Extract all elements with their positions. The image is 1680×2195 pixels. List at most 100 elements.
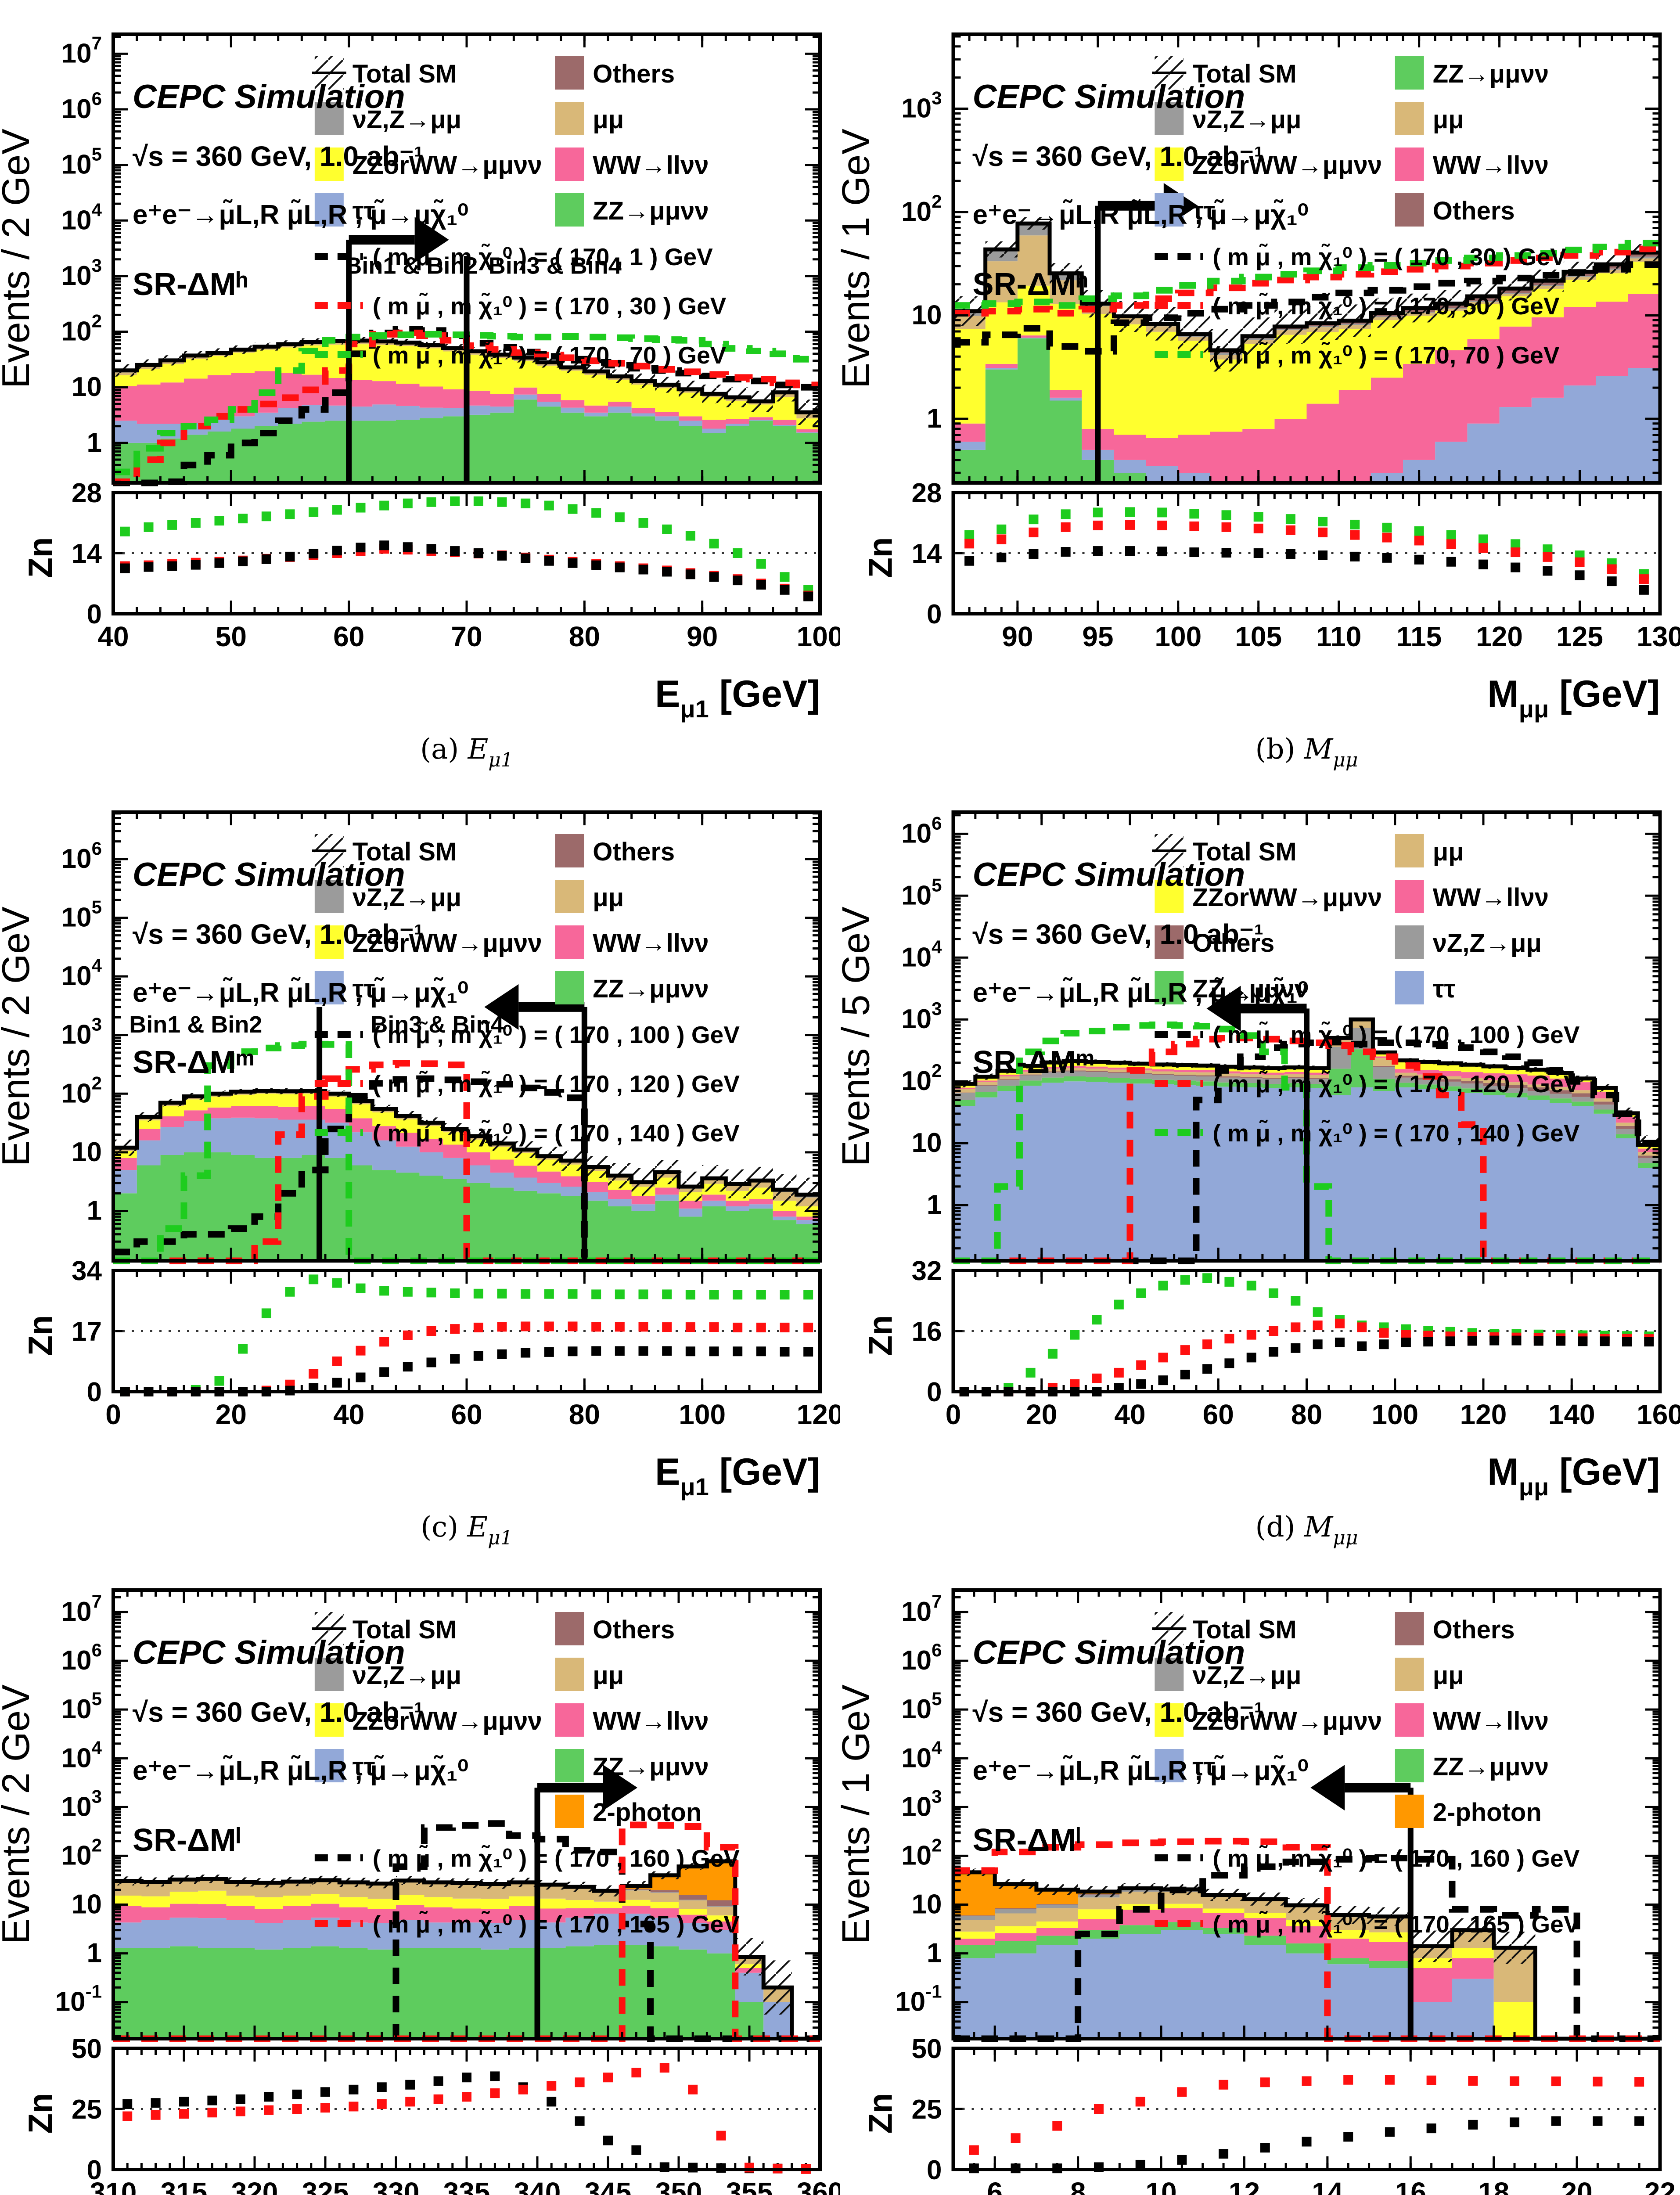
zn-marker-red: [426, 1326, 436, 1336]
zn-marker-red: [151, 2110, 161, 2120]
zn-marker-green: [379, 500, 389, 511]
zn-marker-green: [403, 498, 413, 508]
y-tick-label: 106: [901, 1640, 942, 1676]
signal-line-red: [113, 1060, 820, 1264]
zn-marker-red: [756, 1322, 766, 1332]
x-tick-label: 130: [1637, 621, 1680, 652]
zn-marker-green: [167, 520, 177, 530]
header-energy-lumi: √s = 360 GeV, 1.0 ab⁻¹: [133, 140, 424, 172]
legend-label-nuzz: νZ,Z→μμ: [1192, 105, 1301, 134]
x-title-main: E: [655, 1451, 680, 1493]
zn-marker-green: [1093, 507, 1103, 518]
zn-marker-green: [803, 1290, 813, 1300]
legend: Total SM νZ,Z→μμ ZZorWW→μμνν ττ Others μμ WW→l…: [312, 834, 740, 1147]
zn-marker-black: [1350, 551, 1360, 561]
zn-marker-black: [803, 591, 813, 601]
signal-legend-green: ( m μ̃ , m χ̃₁⁰ ) = ( 170 , 140 ) GeV: [1155, 1119, 1580, 1147]
zn-marker-black: [1224, 1358, 1234, 1368]
x-tick-label: 110: [1316, 621, 1361, 652]
swatch-wwllvv: [1395, 1703, 1424, 1737]
swatch-nuzz: [1155, 1658, 1184, 1691]
signal-line-green: [953, 240, 1660, 309]
zn-marker-green: [1092, 1315, 1102, 1325]
legend-entry-wwllvv: WW→llνν: [555, 925, 709, 959]
x-tick-label: 100: [679, 1399, 726, 1430]
zn-marker-black: [207, 2095, 217, 2105]
zn-tick-label: 0: [927, 599, 942, 630]
series-tautau: [953, 1930, 1660, 2039]
zn-tick-label: 0: [87, 2155, 102, 2185]
zn-marker-black: [1302, 2137, 1312, 2147]
legend-label-nuzz: νZ,Z→μμ: [353, 105, 461, 134]
signal-legend-red: ( m μ̃ , m χ̃₁⁰ ) = ( 170 , 120 ) GeV: [314, 1070, 740, 1098]
x-axis-title: Eμ1 [GeV]: [655, 1451, 820, 1501]
legend-entry-wwllvv: WW→llνν: [555, 1703, 709, 1737]
y-tick-label: 1: [927, 1938, 942, 1968]
y-exp: -1: [86, 1981, 102, 2002]
zn-marker-green: [356, 1283, 366, 1293]
zn-marker-red: [405, 2097, 415, 2107]
caption-sub: μμ: [1333, 1527, 1358, 1549]
zn-marker-red: [320, 2103, 330, 2113]
zn-marker-green: [756, 1290, 766, 1300]
caption-sub: μ1: [488, 749, 513, 771]
x-tick-label: 80: [569, 621, 600, 652]
legend-entry-tautau: ττ: [314, 1749, 375, 1782]
legend-entry-wwllvv: WW→llνν: [1395, 880, 1549, 913]
x-tick-label: 120: [1476, 621, 1523, 652]
x-axis-title: Mμμ [GeV]: [1487, 673, 1660, 723]
region-label-0: Bin1 & Bin2: [129, 1011, 262, 1038]
y-tick-label: 103: [901, 88, 942, 124]
y-tick-label: 10-1: [895, 1981, 942, 2017]
zn-marker-black: [379, 540, 389, 551]
cut-arrow-head-0: [1310, 1765, 1345, 1811]
x-tick-label: 120: [1460, 1399, 1507, 1430]
swatch-tautau: [314, 193, 344, 227]
y-tick-label: 103: [61, 1786, 102, 1822]
zn-marker-black: [405, 2080, 415, 2090]
zn-marker-black: [1551, 2116, 1561, 2126]
y-tick-label: 106: [61, 1640, 102, 1676]
y-tick-label: 1: [87, 1195, 102, 1226]
zn-marker-black: [356, 543, 366, 553]
swatch-nuzz: [1155, 102, 1184, 135]
zn-axis-title: Zn: [862, 2093, 899, 2134]
y-exp: 3: [92, 1014, 102, 1035]
zn-marker-black: [1607, 576, 1617, 587]
zn-series-black: [959, 1335, 1654, 1396]
zn-marker-black: [1180, 1370, 1190, 1380]
zn-marker-green: [309, 1274, 319, 1285]
zn-marker-black: [151, 2098, 161, 2108]
zn-marker-black: [450, 1354, 460, 1364]
y-axis-title: Events / 5 GeV: [840, 907, 878, 1166]
zn-marker-black: [379, 1367, 389, 1377]
zn-marker-black: [756, 579, 766, 590]
zn-marker-red: [1135, 2097, 1145, 2107]
signal-legend-black: ( m μ̃ , m χ̃₁⁰ ) = ( 170 , 100 ) GeV: [314, 1021, 740, 1048]
zn-marker-black: [996, 552, 1007, 562]
zn-marker-black: [332, 1378, 342, 1388]
legend-entry-twophoton: 2-photon: [555, 1795, 701, 1828]
y-tick-label: 105: [61, 896, 102, 932]
y-tick-label: 1: [927, 1190, 942, 1220]
legend-entry-others: Others: [1155, 925, 1274, 959]
x-tick-label: 160: [1637, 1399, 1680, 1430]
y-tick-label: 104: [901, 936, 942, 972]
legend-label-mumu: μμ: [1433, 1661, 1464, 1690]
zn-marker-green: [497, 1288, 507, 1299]
zn-marker-green: [356, 503, 366, 513]
y-exp: 2: [92, 1072, 102, 1093]
zn-marker-red: [1511, 547, 1521, 558]
y-exp: 4: [92, 955, 102, 976]
x-title-suffix: [GeV]: [709, 673, 820, 715]
y-tick-label: 102: [61, 1072, 102, 1108]
zn-marker-black: [615, 1346, 625, 1356]
y-axis-title: Events / 1 GeV: [840, 129, 878, 389]
y-tick-label: 102: [61, 1835, 102, 1871]
zn-tick-label: 17: [72, 1317, 102, 1347]
y-tick-label: 104: [61, 199, 102, 235]
zn-marker-red: [1335, 1318, 1345, 1328]
zn-marker-black: [638, 1346, 648, 1356]
zn-marker-red: [568, 1321, 578, 1331]
series-wwllvv: [953, 294, 1660, 483]
